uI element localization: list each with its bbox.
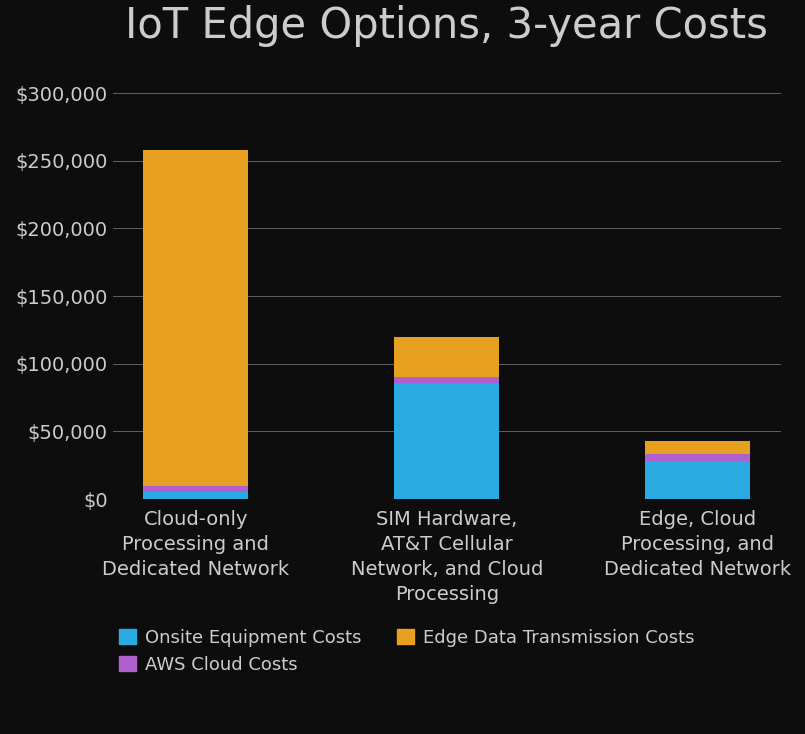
Bar: [143, 486, 249, 493]
Bar: [645, 461, 750, 499]
Bar: [143, 150, 249, 486]
Bar: [394, 377, 499, 384]
Legend: Onsite Equipment Costs, AWS Cloud Costs, Edge Data Transmission Costs: Onsite Equipment Costs, AWS Cloud Costs,…: [119, 629, 694, 674]
Bar: [394, 384, 499, 499]
Bar: [645, 441, 750, 454]
Title: IoT Edge Options, 3-year Costs: IoT Edge Options, 3-year Costs: [126, 5, 768, 47]
Bar: [645, 454, 750, 461]
Bar: [143, 493, 249, 499]
Bar: [394, 337, 499, 377]
